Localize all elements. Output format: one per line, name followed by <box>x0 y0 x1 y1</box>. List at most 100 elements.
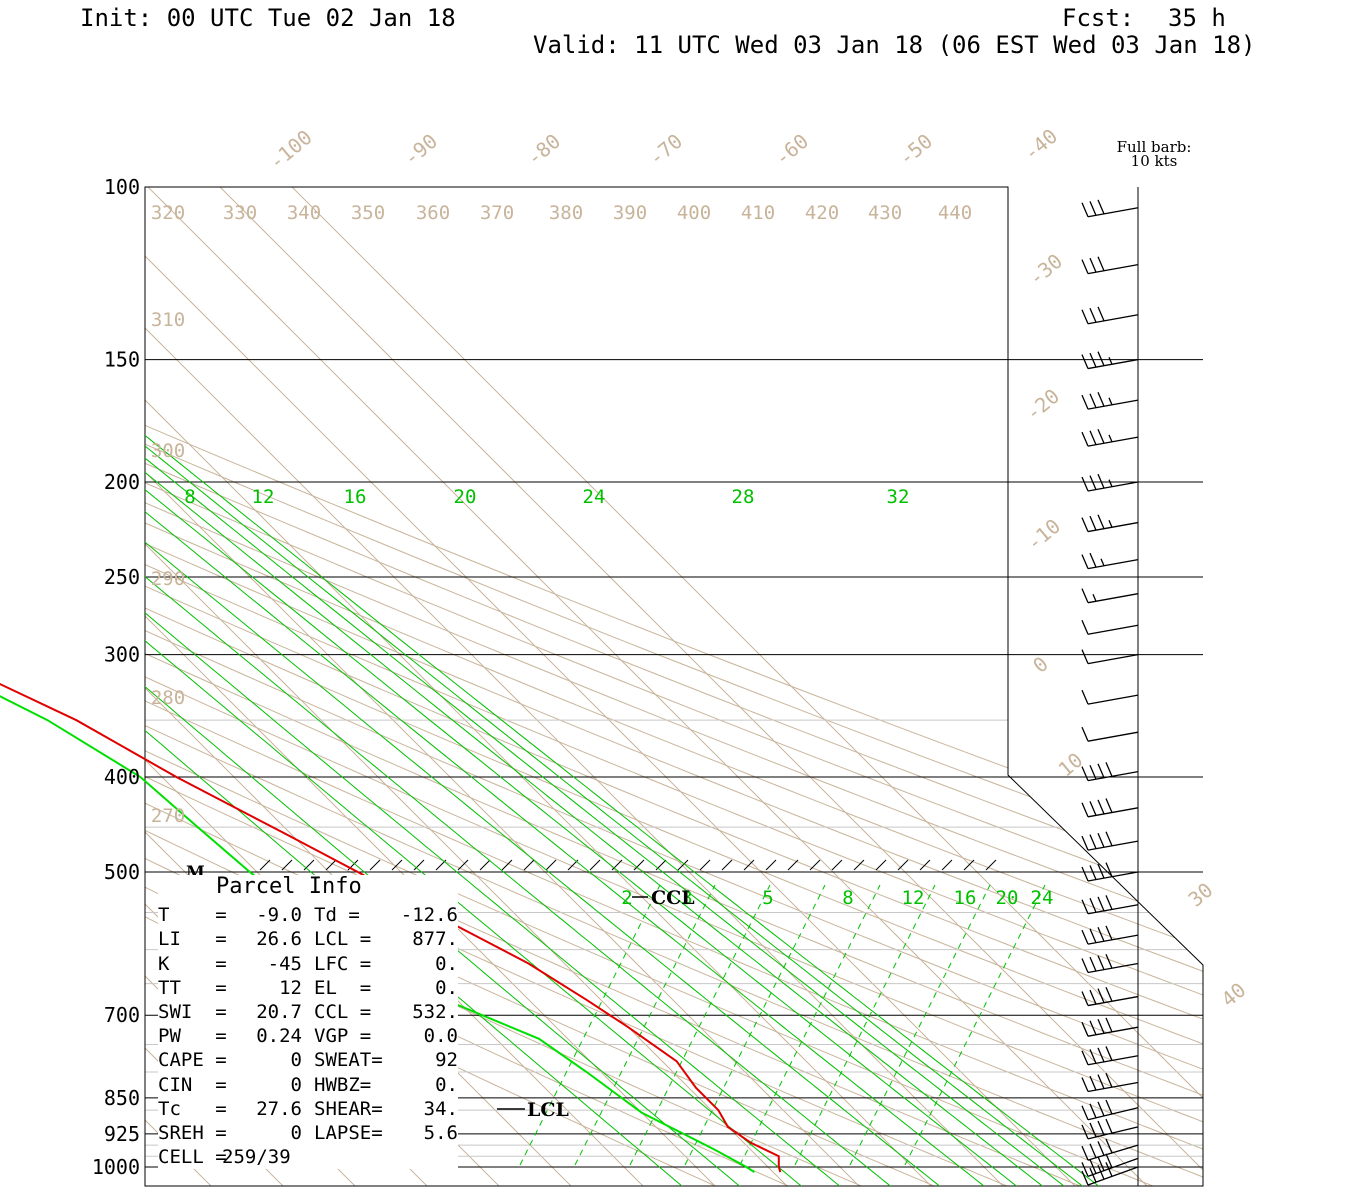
wind-barb-flag <box>1081 929 1089 945</box>
wind-barb-flag <box>1105 1099 1113 1115</box>
dry-adiabat-line <box>145 187 1203 1186</box>
wind-barb <box>1081 473 1139 492</box>
wind-barb-flag <box>1105 798 1113 813</box>
parcel-param-label: CELL = <box>158 1146 227 1169</box>
wind-barb-shaft <box>1087 624 1139 635</box>
parcel-param-label: CIN = <box>158 1073 227 1096</box>
parcel-info-row: PW = 0.24 VGP = 0.0 <box>158 1024 458 1048</box>
wind-barb-flag <box>1105 1138 1113 1154</box>
mixing-ratio-label: 3 <box>681 887 692 909</box>
wind-barb-shaft <box>1087 1081 1139 1093</box>
wind-barb-half-flag <box>1108 479 1113 487</box>
moist-adiabat-dashed <box>904 884 1046 1166</box>
wind-barb <box>1081 1138 1139 1161</box>
wind-barb-flag <box>1081 1050 1089 1066</box>
wind-barb-shaft <box>1087 558 1139 570</box>
mixing-ratio-label: 20 <box>454 486 477 508</box>
theta-label: 430 <box>868 202 902 224</box>
dewpoint-curve <box>0 695 755 1173</box>
parcel-param-label: PW = <box>158 1025 227 1048</box>
wind-barb-flag <box>1089 1049 1097 1064</box>
mixing-ratio-line <box>145 187 1086 1186</box>
wind-barb-flag <box>1097 1019 1105 1034</box>
wind-barb-shaft <box>1087 995 1139 1007</box>
wind-barb-flag <box>1097 1156 1105 1171</box>
hatch-mark <box>303 859 315 871</box>
hatch-mark <box>545 859 557 871</box>
isotherm-line <box>147 187 1150 1186</box>
forecast-hour-label: Fcst: <box>1062 4 1135 32</box>
hatch-mark <box>523 859 535 871</box>
wind-barb-shaft <box>1087 1157 1139 1178</box>
isotherm-line <box>145 187 718 1186</box>
parcel-info-row: Tc = 27.6 SHEAR= 34. <box>158 1097 458 1121</box>
mixing-ratio-line <box>145 187 843 1186</box>
parcel-param-value: 0. <box>435 976 458 999</box>
pressure-tick-label: 1000 <box>92 1155 140 1179</box>
theta-label: 410 <box>741 202 775 224</box>
parcel-param-value: 0. <box>435 1073 458 1096</box>
isotherm-label: 30 <box>1184 878 1218 912</box>
wind-barb <box>1081 1162 1139 1186</box>
wind-barb-shaft <box>1087 904 1139 915</box>
wind-barb-flag <box>1089 1075 1097 1091</box>
wind-barb-flag <box>1097 1141 1105 1156</box>
wind-barb-flag <box>1081 619 1089 635</box>
theta-label: 420 <box>805 202 839 224</box>
dry-adiabat-line <box>145 187 1203 1186</box>
isotherm-line <box>145 187 646 1186</box>
wind-barb-flag <box>1089 552 1097 568</box>
wind-barb <box>1081 649 1139 665</box>
parcel-info-row: LI = 26.6 LCL = 877. <box>158 927 458 951</box>
wind-barb-flag <box>1081 309 1089 324</box>
wind-barb-flag <box>1081 866 1089 882</box>
parcel-param-label: SWEAT= <box>314 1049 383 1072</box>
wind-barb <box>1081 1072 1139 1093</box>
hatch-mark <box>963 859 975 871</box>
isotherm-label: -10 <box>1022 514 1065 556</box>
wind-barb-flag <box>1097 896 1105 912</box>
parcel-param-value: 0. <box>435 952 458 975</box>
wind-barb-flag <box>1105 895 1113 910</box>
hatch-mark <box>743 859 755 871</box>
wind-barb <box>1081 199 1139 218</box>
hatch-mark <box>875 859 887 871</box>
mixing-ratio-label: 12 <box>902 887 925 909</box>
wind-barb <box>1081 588 1139 604</box>
wind-barb-flag <box>1097 391 1105 407</box>
parcel-info-row: SREH = 0 LAPSE= 5.6 <box>158 1121 458 1145</box>
isotherm-line <box>145 187 1078 1186</box>
dry-adiabat-line <box>145 187 1203 1186</box>
mixing-ratio-line <box>145 187 987 1186</box>
parcel-info-row: CAPE = 0 SWEAT= 92 <box>158 1048 458 1072</box>
mixing-ratio-label: 16 <box>954 887 977 909</box>
parcel-param-value: 0 <box>290 1073 302 1096</box>
hatch-mark <box>809 859 821 871</box>
wind-barb-flag <box>1097 863 1105 879</box>
mixing-ratio-label: 5 <box>762 887 773 909</box>
parcel-param-value: -12.6 <box>400 904 458 927</box>
hatch-mark <box>853 859 865 871</box>
pressure-tick-label: 150 <box>104 348 140 372</box>
hatch-mark <box>413 859 425 871</box>
wind-barb-flag <box>1089 257 1097 273</box>
wind-barb <box>1081 1099 1139 1121</box>
wind-barb-flag <box>1097 832 1105 848</box>
moist-adiabat-dashed <box>574 884 716 1166</box>
dry-adiabat-line <box>145 187 1203 1186</box>
mixing-ratio-label: 20 <box>996 887 1019 909</box>
parcel-param-value: 0 <box>290 1049 302 1072</box>
parcel-param-label: LI = <box>158 928 227 951</box>
wind-barb-flag <box>1105 953 1113 969</box>
parcel-info-title: Parcel Info <box>216 874 362 899</box>
wind-barb-flag <box>1105 925 1113 941</box>
wind-barb-flag <box>1089 1103 1097 1119</box>
parcel-param-label: LCL = <box>314 928 372 951</box>
wind-barb <box>1081 726 1139 742</box>
moist-adiabat-dashed <box>849 884 991 1166</box>
pressure-tick-label: 700 <box>104 1003 140 1027</box>
parcel-param-label: LAPSE= <box>314 1121 383 1144</box>
wind-barb-flag <box>1097 199 1105 215</box>
wind-barb-flag <box>1105 1153 1113 1169</box>
parcel-info-row: CELL =259/39 <box>158 1145 458 1169</box>
